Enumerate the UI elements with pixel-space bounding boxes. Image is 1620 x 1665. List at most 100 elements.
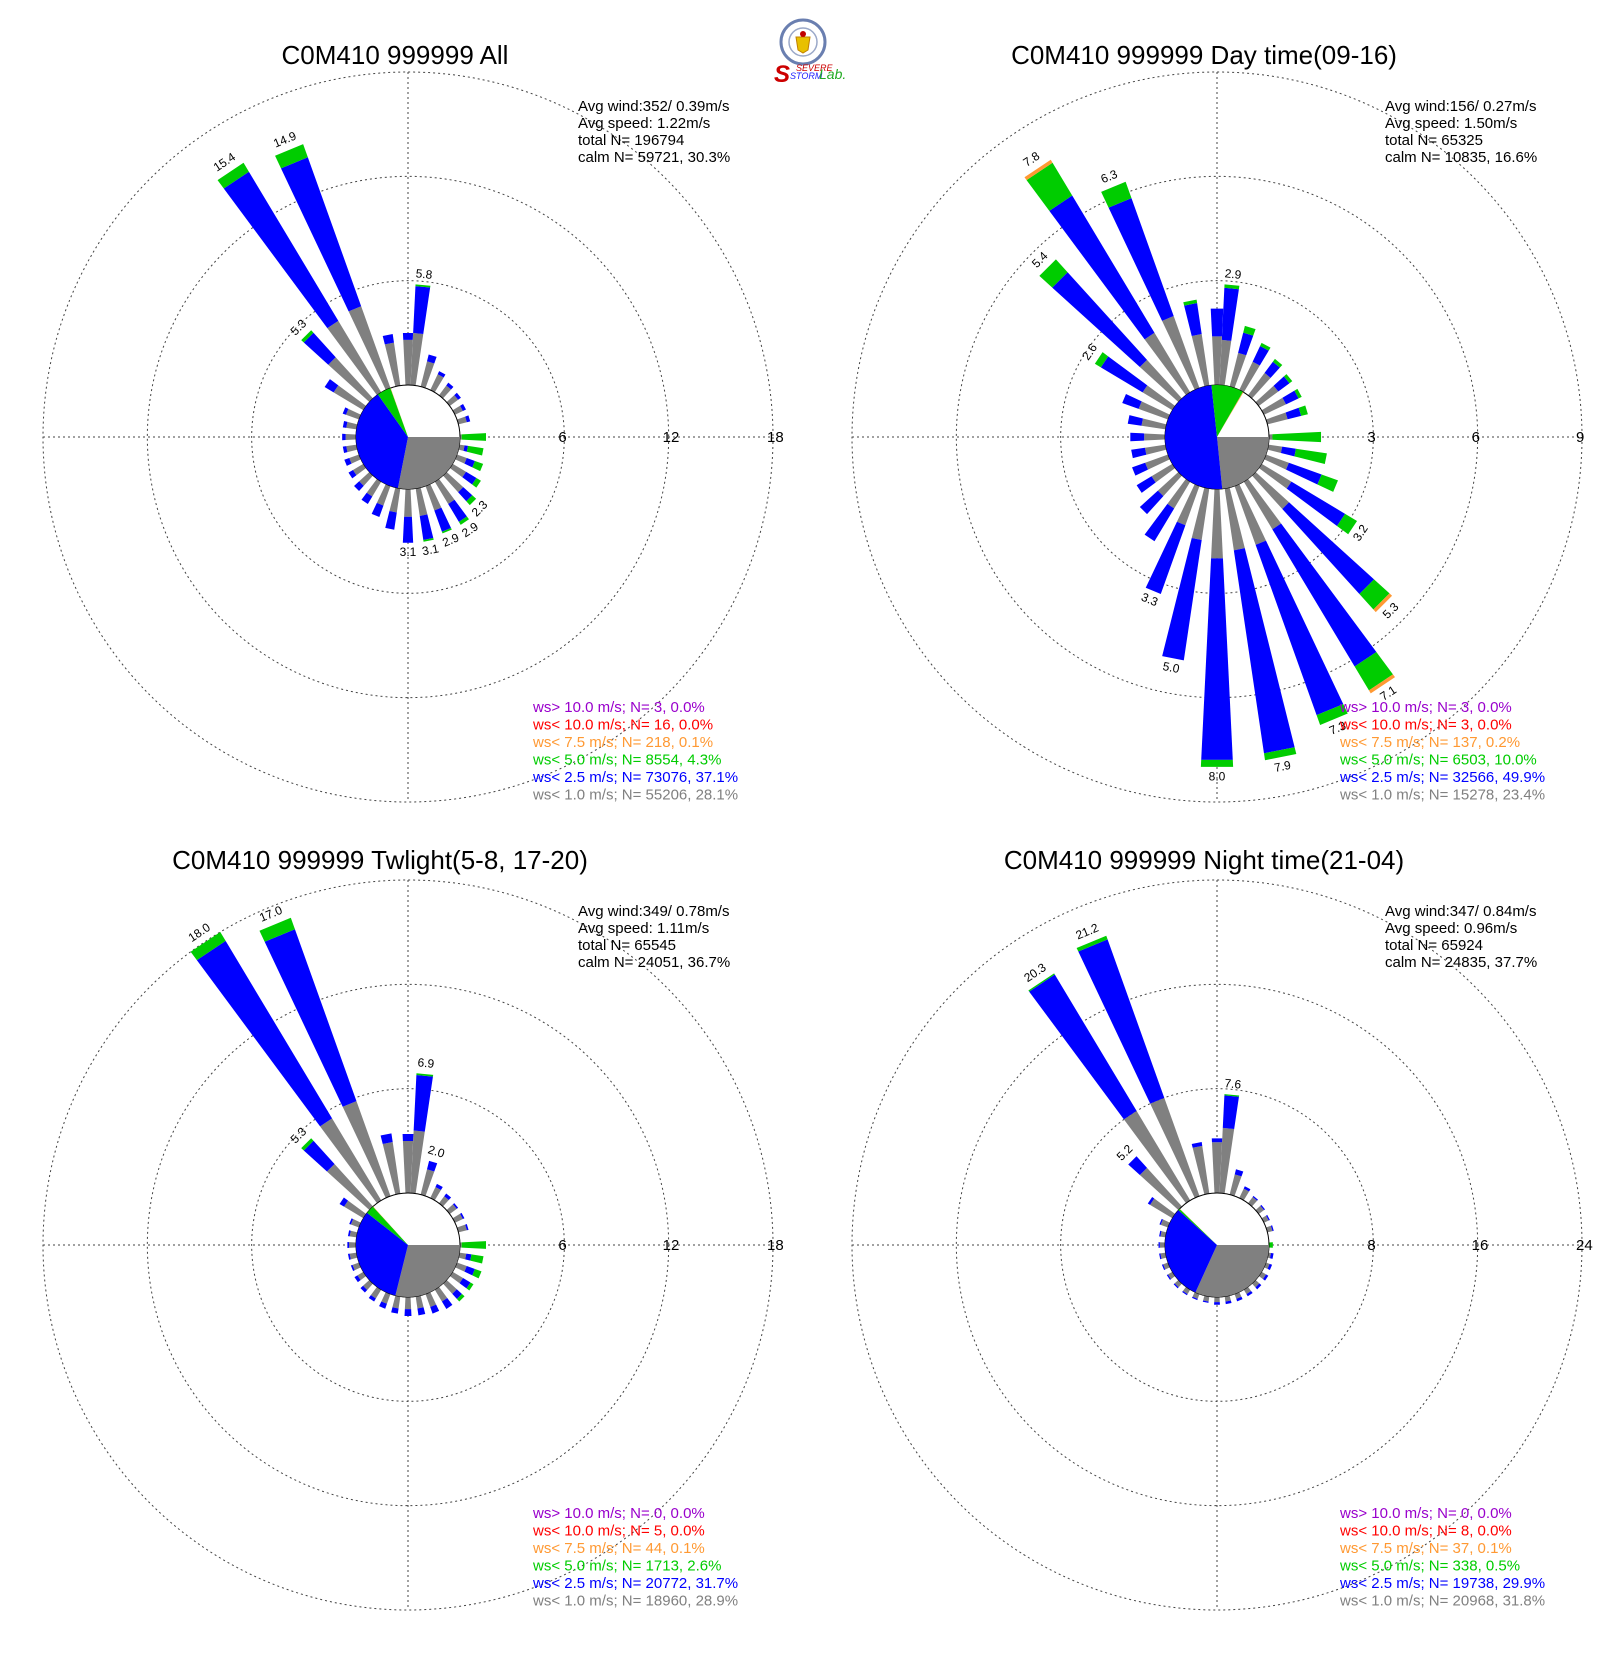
stat-line: Avg wind:352/ 0.39m/s — [578, 98, 729, 115]
petal-segment-grey — [350, 1219, 361, 1228]
ring-label: 6 — [558, 429, 566, 446]
legend-entry: ws< 7.5 m/s; N= 37, 0.1% — [1339, 1540, 1512, 1557]
petal-segment-blue — [1270, 1225, 1274, 1232]
legend-entry: ws< 1.0 m/s; N= 18960, 28.9% — [532, 1593, 738, 1610]
petal-segment-grey — [1258, 463, 1292, 489]
petal-segment-grey — [1224, 487, 1245, 551]
petal-segment-grey — [345, 408, 361, 420]
petal-segment-green — [416, 1073, 434, 1077]
petal-segment-blue — [444, 1193, 452, 1201]
petal-total-label: 5.8 — [415, 266, 433, 282]
petal-segment-grey — [456, 416, 467, 425]
petal-segment-green — [466, 495, 477, 506]
petal-total-label: 3.1 — [421, 541, 440, 558]
petal-segment-blue — [1234, 1169, 1244, 1177]
petal-segment-blue — [1078, 939, 1165, 1104]
petal-segment-green — [1283, 374, 1293, 384]
petal-segment-blue — [1108, 198, 1174, 321]
calm-pie-slice — [1178, 1208, 1217, 1245]
petal-segment-grey — [430, 374, 444, 393]
petal-segment-grey — [320, 1118, 382, 1204]
petal-segment-blue — [348, 470, 357, 479]
legend-entry: ws< 7.5 m/s; N= 218, 0.1% — [532, 734, 713, 751]
legend-entry: ws< 7.5 m/s; N= 44, 0.1% — [532, 1540, 705, 1557]
petal-segment-grey — [1138, 401, 1170, 420]
stat-line: total N= 65924 — [1385, 937, 1483, 954]
petal-segment-grey — [346, 421, 358, 430]
petal-segment-blue — [463, 445, 469, 452]
petal-total-label: 2.0 — [426, 1142, 446, 1160]
calm-pie-slice — [1211, 385, 1243, 437]
petal-segment-blue — [1222, 1095, 1239, 1130]
petal-segment-blue — [1161, 1264, 1166, 1271]
petal-segment-grey — [359, 471, 374, 486]
petal-segment-green — [1354, 651, 1393, 691]
calm-pie-slice — [390, 387, 408, 437]
petal-segment-grey — [1211, 488, 1223, 559]
petal-segment-grey — [1219, 339, 1232, 386]
stat-line: calm N= 24051, 36.7% — [578, 954, 730, 971]
stat-line: calm N= 10835, 16.6% — [1385, 149, 1537, 166]
petal-segment-green — [1337, 513, 1358, 535]
calm-pie-slice — [397, 437, 461, 489]
logo-line1: SEVERE — [796, 63, 834, 73]
petal-segment-blue — [452, 1289, 462, 1299]
petal-segment-blue — [1252, 1195, 1259, 1201]
petal-segment-grey — [1229, 1174, 1242, 1197]
legend-entry: ws< 2.5 m/s; N= 73076, 37.1% — [532, 769, 738, 786]
petal-segment-blue — [1266, 1214, 1270, 1221]
petal-total-label: 3.1 — [400, 545, 417, 559]
petal-segment-grey — [392, 1295, 401, 1309]
stat-line: Avg speed: 1.22m/s — [578, 115, 710, 132]
petal-segment-blue — [464, 1266, 475, 1276]
petal-segment-grey — [1160, 1252, 1167, 1259]
petal-segment-blue — [1158, 1242, 1160, 1248]
petal-segment-green — [275, 144, 308, 169]
petal-segment-green — [1272, 431, 1322, 443]
petal-segment-grey — [1151, 463, 1176, 483]
petal-segment-blue — [462, 471, 477, 485]
petal-segment-grey — [420, 361, 435, 389]
petal-segment-grey — [1150, 1198, 1176, 1219]
petal-segment-blue — [1052, 272, 1148, 368]
petal-segment-green — [456, 1293, 465, 1302]
legend-entry: ws< 10.0 m/s; N= 3, 0.0% — [1339, 717, 1512, 734]
petal-segment-green — [461, 433, 486, 441]
petal-segment-grey — [1167, 478, 1191, 509]
legend-entry: ws> 10.0 m/s; N= 0, 0.0% — [1339, 1505, 1512, 1522]
stat-line: total N= 196794 — [578, 132, 684, 149]
petal-segment-grey — [430, 1186, 441, 1201]
petal-segment-green — [1263, 747, 1297, 761]
petal-segment-grey — [403, 339, 413, 386]
petal-segment-grey — [1145, 454, 1170, 470]
petal-segment-grey — [415, 487, 428, 516]
petal-segment-blue — [1260, 1204, 1266, 1211]
petal-segment-blue — [1029, 974, 1137, 1120]
petal-total-label: 2.9 — [1224, 266, 1242, 282]
calm-pie-slice — [356, 394, 408, 489]
petal-segment-grey — [1191, 333, 1210, 387]
petal-total-label: 14.9 — [271, 129, 298, 151]
petal-segment-grey — [1247, 372, 1271, 399]
petal-segment-blue — [448, 499, 467, 522]
legend-entry: ws< 10.0 m/s; N= 16, 0.0% — [532, 717, 713, 734]
legend-entry: ws< 2.5 m/s; N= 32566, 49.9% — [1339, 769, 1545, 786]
petal-total-label: 5.3 — [288, 1124, 310, 1146]
petal-segment-grey — [404, 488, 412, 517]
petal-segment-grey — [438, 1196, 449, 1207]
stat-line: Avg wind:349/ 0.78m/s — [578, 903, 729, 920]
petal-segment-blue — [339, 1197, 349, 1207]
petal-segment-grey — [1192, 1145, 1210, 1195]
petal-segment-blue — [413, 1074, 433, 1132]
petal-segment-grey — [1239, 1188, 1250, 1201]
petal-segment-blue — [402, 1134, 414, 1141]
petal-segment-grey — [357, 1271, 367, 1281]
calm-pie-slice — [1179, 1208, 1217, 1245]
petal-segment-grey — [455, 454, 467, 464]
petal-segment-blue — [1132, 462, 1148, 476]
petal-segment-blue — [347, 1242, 350, 1248]
logo-shield-icon — [795, 36, 811, 54]
petal-segment-blue — [1285, 407, 1302, 420]
